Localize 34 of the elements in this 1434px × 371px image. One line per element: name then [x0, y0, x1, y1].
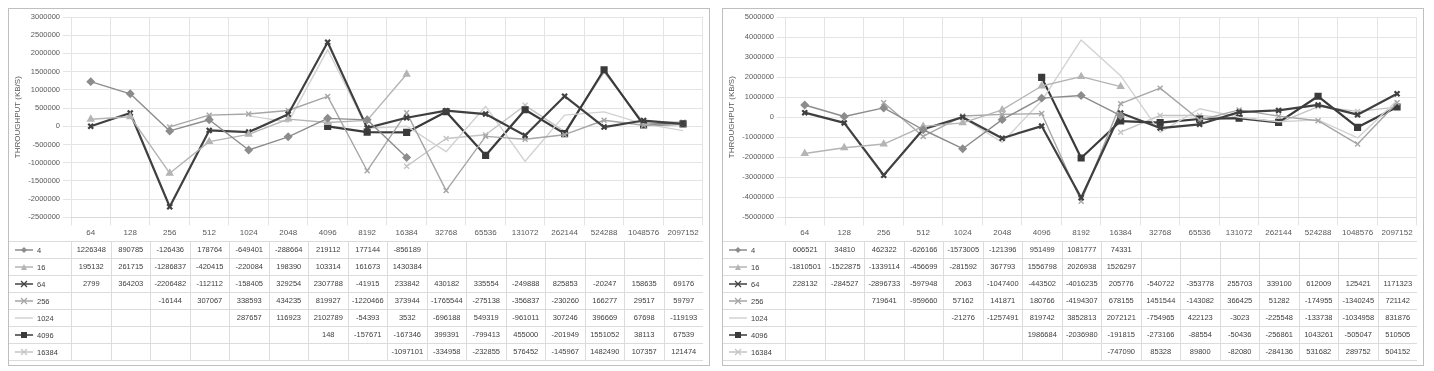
- x-tick-label: 512: [916, 228, 931, 238]
- x-tick-label: 4096: [318, 228, 338, 238]
- x-tick-label: 8192: [358, 228, 377, 238]
- y-axis-title: THROUGHPUT (KB/S): [13, 75, 22, 159]
- x-tick-label: 512: [202, 228, 217, 238]
- x-tick-label: 2048: [993, 228, 1012, 238]
- x-tick-label: 64: [800, 228, 810, 238]
- x-tick-label: 2097152: [667, 228, 700, 238]
- x-tick-label: 256: [163, 228, 177, 238]
- x-tick-label: 8192: [1072, 228, 1091, 238]
- x-tick-label: 2097152: [1381, 228, 1414, 238]
- x-tick-label: 524288: [590, 228, 618, 238]
- x-tick-label: 131072: [511, 228, 539, 238]
- x-tick-label: 256: [877, 228, 891, 238]
- x-tick-label: 65536: [1188, 228, 1212, 238]
- x-tick-label: 262144: [551, 228, 579, 238]
- x-tick-label: 262144: [1265, 228, 1293, 238]
- x-tick-label: 65536: [474, 228, 498, 238]
- y-axis-title: THROUGHPUT (KB/S): [727, 75, 736, 159]
- x-tick-label: 2048: [279, 228, 298, 238]
- x-tick-label: 16384: [395, 228, 419, 238]
- x-tick-label: 1024: [239, 228, 259, 238]
- x-tick-label: 524288: [1304, 228, 1332, 238]
- x-tick-label: 1048576: [627, 228, 660, 238]
- x-tick-label: 1048576: [1341, 228, 1374, 238]
- x-tick-label: 128: [123, 228, 138, 238]
- x-tick-label: 32768: [1149, 228, 1172, 238]
- x-tick-label: 32768: [435, 228, 458, 238]
- x-tick-label: 128: [837, 228, 852, 238]
- x-tick-label: 4096: [1032, 228, 1052, 238]
- x-tick-label: 1024: [953, 228, 973, 238]
- x-tick-label: 16384: [1109, 228, 1133, 238]
- x-tick-label: 131072: [1225, 228, 1253, 238]
- x-tick-label: 64: [86, 228, 96, 238]
